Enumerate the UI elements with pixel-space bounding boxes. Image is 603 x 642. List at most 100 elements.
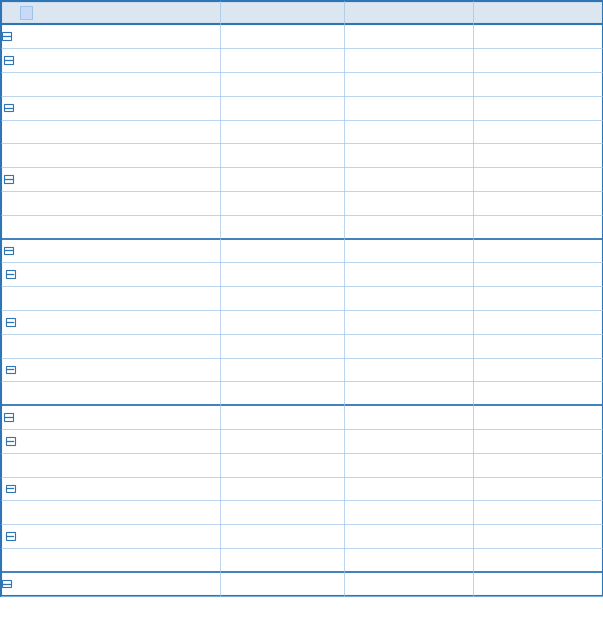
Text: 350,000: 350,000: [417, 317, 469, 327]
Text: 500,000: 500,000: [417, 483, 469, 494]
Text: 300,000: 300,000: [422, 293, 469, 303]
Text: 450,000: 450,000: [422, 79, 469, 89]
Text: Germany: Germany: [8, 221, 60, 232]
Text: 5,500: 5,500: [566, 293, 599, 303]
Text: 450,000: 450,000: [417, 55, 469, 65]
Text: Denim Pant: Denim Pant: [16, 103, 90, 112]
Text: 140,800: 140,800: [288, 578, 339, 589]
Text: France: France: [10, 555, 47, 565]
Text: 2,500: 2,500: [566, 150, 599, 160]
Text: 6,000: 6,000: [307, 198, 339, 208]
Text: 8,000: 8,000: [304, 531, 339, 541]
Text: 390,000: 390,000: [417, 531, 469, 541]
Text: 5,500: 5,500: [563, 436, 599, 446]
Text: Cargo Pant: Cargo Pant: [16, 55, 87, 65]
Text: 500,000: 500,000: [422, 126, 469, 136]
Text: Sum of Revenue: Sum of Revenue: [355, 6, 463, 19]
Text: Shirt: Shirt: [17, 269, 49, 279]
Text: 30,000: 30,000: [300, 79, 339, 89]
Text: Italy: Italy: [10, 507, 34, 517]
Text: 1,000,000: 1,000,000: [405, 245, 469, 256]
Text: 8,500: 8,500: [566, 198, 599, 208]
Text: 2,500: 2,500: [566, 126, 599, 136]
Text: ▼: ▼: [23, 10, 28, 15]
Text: 30,000: 30,000: [295, 317, 339, 327]
Text: 3,600: 3,600: [563, 365, 599, 374]
Text: 5,000: 5,000: [563, 103, 599, 112]
Text: 32,000: 32,000: [300, 150, 339, 160]
Text: 32,000: 32,000: [300, 293, 339, 303]
Text: 31,000: 31,000: [295, 174, 339, 184]
Text: 27,000: 27,000: [296, 365, 339, 374]
Text: 30,000: 30,000: [300, 341, 339, 351]
Text: Sum of Quantity: Sum of Quantity: [228, 6, 336, 19]
Text: 390,000: 390,000: [422, 555, 469, 565]
Text: 13,000: 13,000: [555, 174, 599, 184]
Text: GAP: GAP: [16, 245, 42, 256]
Text: 4,000: 4,000: [563, 317, 599, 327]
Text: Toruser: Toruser: [17, 317, 66, 327]
Text: 67,000: 67,000: [295, 412, 339, 422]
Text: 32,000: 32,000: [300, 460, 339, 469]
Text: 4,000: 4,000: [566, 341, 599, 351]
Text: 350,000: 350,000: [417, 365, 469, 374]
Text: Jacket: Jacket: [17, 531, 57, 541]
Text: 500,000: 500,000: [422, 150, 469, 160]
Text: 12,500: 12,500: [555, 412, 599, 422]
Text: Cargo Pant: Cargo Pant: [17, 436, 89, 446]
Text: France: France: [8, 150, 45, 160]
Text: 8,000: 8,000: [307, 555, 339, 565]
Text: Sum of Profit: Sum of Profit: [494, 6, 582, 19]
Text: China: China: [10, 293, 42, 303]
Text: 300,000: 300,000: [417, 269, 469, 279]
Text: 13,100: 13,100: [555, 245, 599, 256]
Text: 2,230,000: 2,230,000: [405, 31, 469, 41]
Text: 27,000: 27,000: [300, 388, 339, 398]
Text: 64,000: 64,000: [295, 103, 339, 112]
Text: Walmart: Walmart: [14, 578, 69, 589]
Text: 4,000: 4,000: [566, 79, 599, 89]
Text: Denim Pant: Denim Pant: [17, 483, 92, 494]
Text: 1,000,000: 1,000,000: [405, 103, 469, 112]
Text: 4,500: 4,500: [566, 221, 599, 232]
Text: 350,000: 350,000: [422, 341, 469, 351]
Text: India: India: [8, 79, 36, 89]
Text: 25,000: 25,000: [300, 221, 339, 232]
Text: China: China: [10, 460, 42, 469]
Text: China: China: [8, 126, 40, 136]
Text: 20,700: 20,700: [555, 578, 599, 589]
Text: 4,500: 4,500: [563, 531, 599, 541]
Text: Kohl's: Kohl's: [16, 412, 55, 422]
Text: Canada: Canada: [8, 198, 51, 208]
Text: 22,000: 22,000: [555, 31, 599, 41]
Text: 2,500: 2,500: [563, 483, 599, 494]
Text: T-Shirt: T-Shirt: [17, 365, 60, 374]
Text: 32,000: 32,000: [300, 126, 339, 136]
Text: 27,000: 27,000: [300, 507, 339, 517]
Text: 450,000: 450,000: [417, 436, 469, 446]
Text: 1,650,000: 1,650,000: [405, 578, 469, 589]
Text: 4,500: 4,500: [566, 555, 599, 565]
Text: 27,000: 27,000: [296, 483, 339, 494]
Text: Italy: Italy: [10, 388, 34, 398]
Text: 32,000: 32,000: [295, 436, 339, 446]
Text: 1,340,000: 1,340,000: [405, 412, 469, 422]
Text: Jacket: Jacket: [16, 174, 55, 184]
Text: 32,000: 32,000: [295, 269, 339, 279]
Text: 450,000: 450,000: [422, 460, 469, 469]
Text: 390,000: 390,000: [422, 198, 469, 208]
Text: 780,000: 780,000: [417, 174, 469, 184]
Text: India: India: [10, 341, 37, 351]
Text: American Eagle: American Eagle: [14, 31, 114, 41]
Text: Buyer: Buyer: [7, 6, 45, 19]
Text: 390,000: 390,000: [422, 221, 469, 232]
Text: 350,000: 350,000: [422, 388, 469, 398]
Text: 5,500: 5,500: [566, 460, 599, 469]
Text: 5,500: 5,500: [563, 269, 599, 279]
Text: 125,000: 125,000: [288, 31, 339, 41]
Text: 2,500: 2,500: [566, 507, 599, 517]
Text: 89,000: 89,000: [295, 245, 339, 256]
Text: 3,600: 3,600: [566, 388, 599, 398]
Text: 30,000: 30,000: [295, 55, 339, 65]
Text: 500,000: 500,000: [422, 507, 469, 517]
